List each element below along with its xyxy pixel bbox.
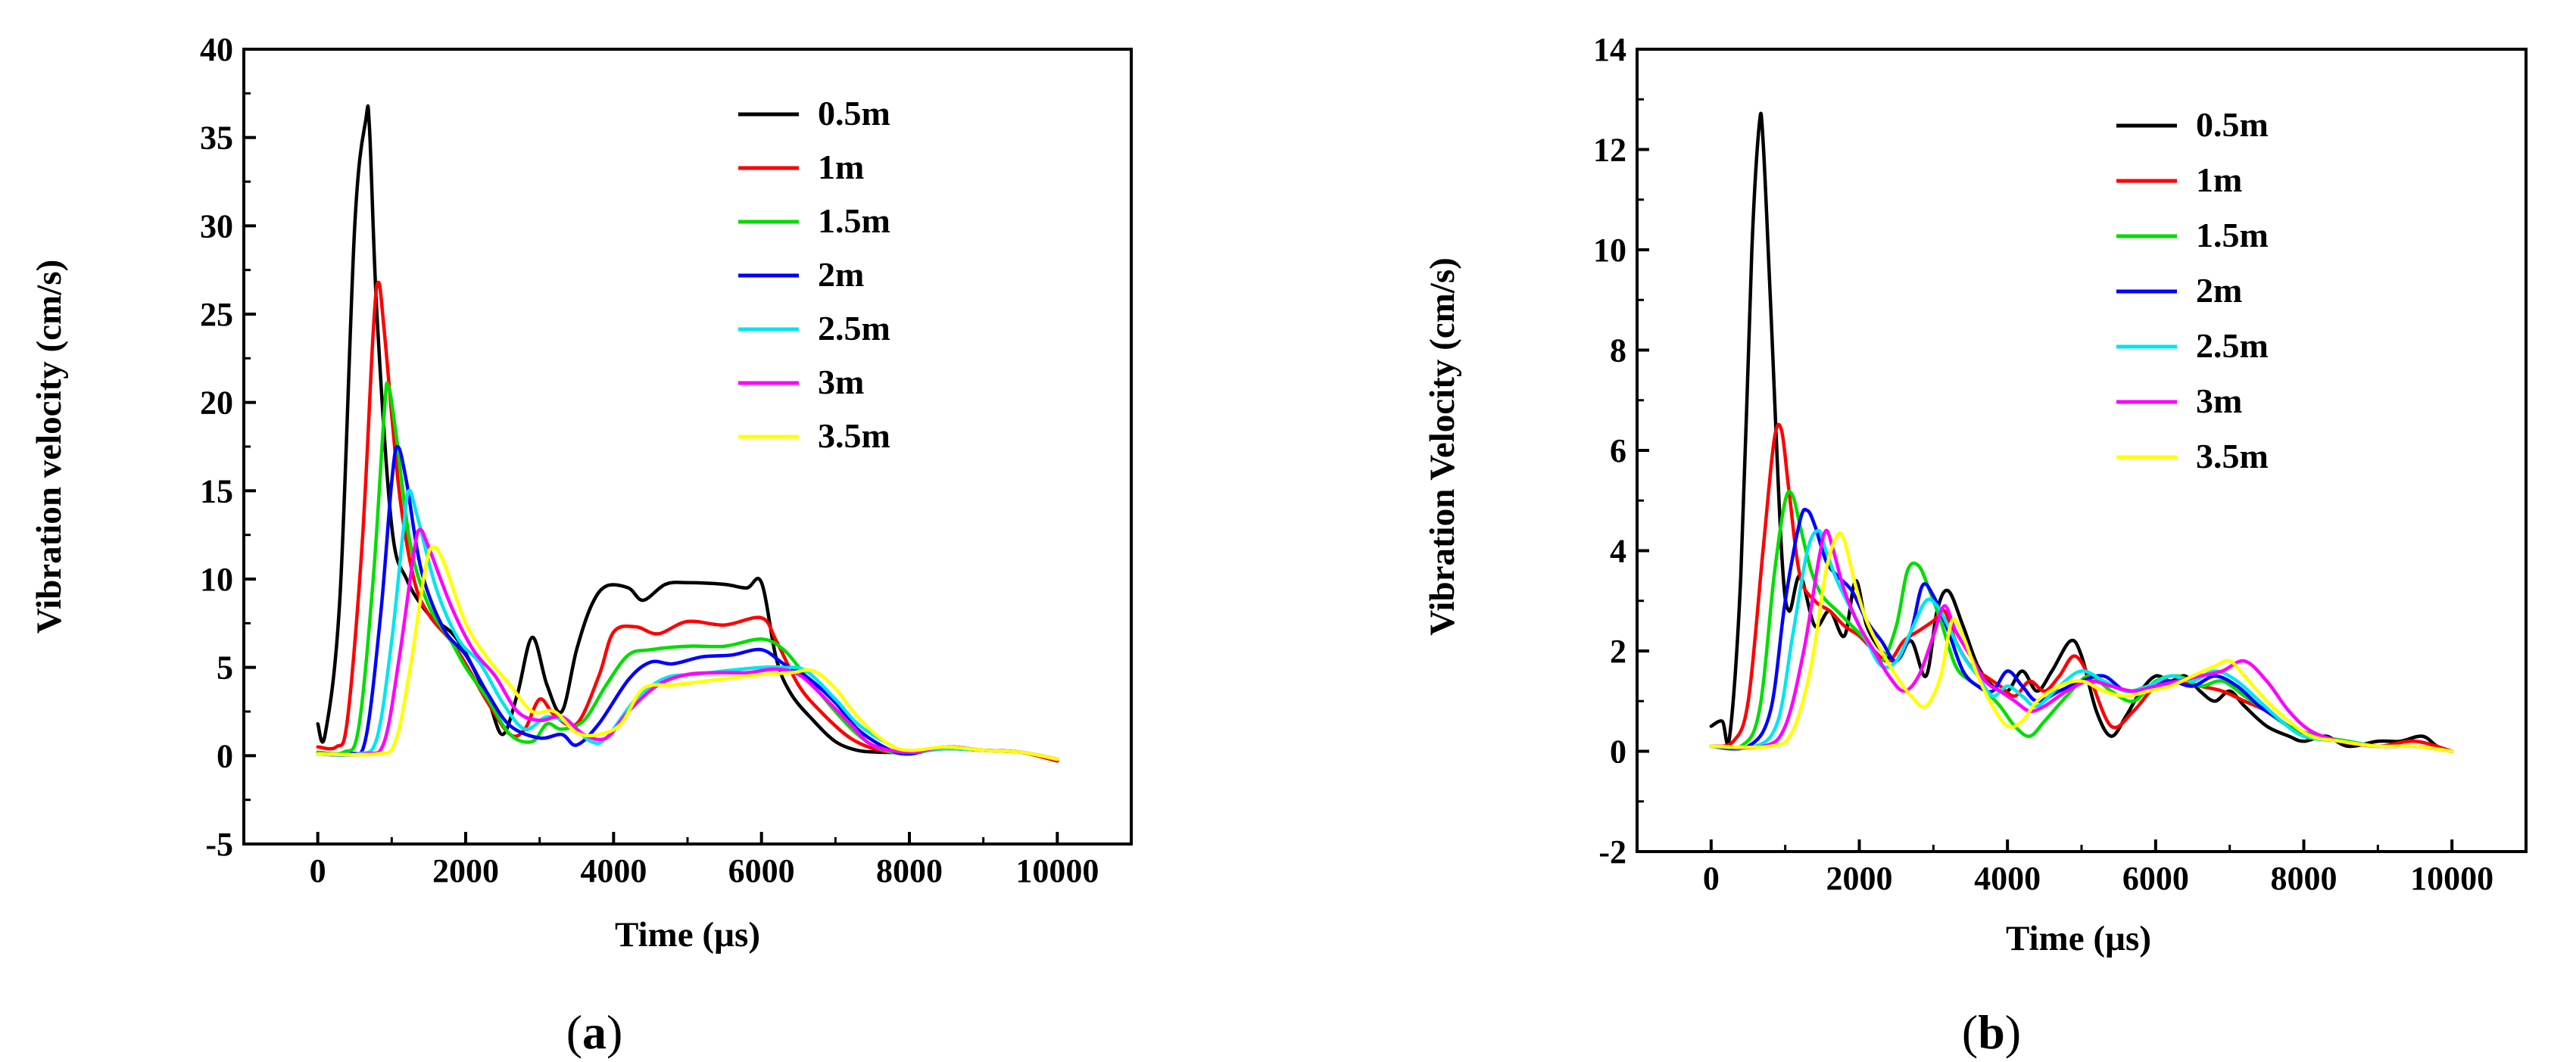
- x-tick-label-b: 8000: [2271, 860, 2337, 897]
- x-tick-label-b: 0: [1703, 860, 1720, 897]
- x-tick-label-a: 4000: [580, 852, 647, 889]
- plot-frame-a: [242, 48, 1133, 846]
- panel-caption-b: (b): [1962, 1005, 2021, 1059]
- x-tick-label-a: 8000: [876, 852, 943, 889]
- x-tick-label-b: 10000: [2410, 860, 2493, 897]
- x-tick-label-a: 2000: [432, 852, 499, 889]
- series-line-a-2m: [316, 444, 1059, 761]
- x-axis-title-b: Time (µs): [2006, 919, 2151, 958]
- series-line-b-3m: [1709, 528, 2454, 753]
- y-tick-label-b: 4: [1610, 533, 1626, 570]
- legend-label-a-3.5m: 3.5m: [818, 416, 890, 455]
- x-tick-label-a: 10000: [1015, 852, 1099, 889]
- x-tick-label-b: 4000: [1974, 860, 2041, 897]
- y-tick-label-a: 10: [200, 561, 233, 598]
- y-tick-label-b: 2: [1610, 633, 1626, 670]
- y-axis-title-b: Vibration Velocity (cm/s): [1423, 257, 1462, 636]
- y-tick-label-a: 25: [200, 296, 233, 333]
- y-tick-label-b: 8: [1610, 332, 1626, 369]
- y-tick-label-a: 5: [217, 649, 233, 687]
- chart-panel-b: 0 2000 4000 6000 8000 10000 -2 0 2 4 6 8 10 12 14 0.5m…: [1423, 31, 2528, 1059]
- legend-label-b-0.5m: 0.5m: [2196, 105, 2269, 144]
- series-line-b-3.5m: [1709, 531, 2454, 753]
- y-tick-label-a: 0: [217, 737, 233, 774]
- y-tick-label-a: 35: [200, 120, 233, 157]
- y-tick-label-a: 30: [200, 207, 233, 244]
- legend-label-a-1m: 1m: [818, 148, 864, 186]
- legend-label-a-2.5m: 2.5m: [818, 309, 890, 347]
- y-tick-label-b: 14: [1593, 31, 1626, 68]
- x-tick-label-b: 2000: [1826, 860, 1893, 897]
- series-line-b-0.5m: [1709, 111, 2454, 753]
- x-axis-title-a: Time (µs): [615, 915, 760, 955]
- y-tick-label-b: 0: [1610, 733, 1626, 771]
- series-line-a-3.5m: [316, 545, 1059, 761]
- y-tick-label-b: 10: [1593, 232, 1626, 269]
- legend-label-b-2m: 2m: [2196, 271, 2242, 310]
- series-line-a-3m: [316, 528, 1059, 761]
- y-axis-title-a: Vibration velocity (cm/s): [30, 260, 69, 634]
- panel-caption-letter-b: b: [1978, 1005, 2005, 1059]
- legend-label-a-0.5m: 0.5m: [818, 94, 890, 132]
- x-tick-label-a: 6000: [728, 852, 795, 889]
- panel-caption-letter-a: a: [582, 1005, 607, 1059]
- y-tick-label-a: 15: [200, 472, 233, 509]
- legend-label-b-2.5m: 2.5m: [2196, 326, 2269, 365]
- x-tick-label-b: 6000: [2122, 860, 2189, 897]
- y-tick-label-a: 40: [200, 31, 233, 68]
- y-tick-label-a: -5: [205, 826, 233, 863]
- legend-label-a-3m: 3m: [818, 363, 864, 401]
- y-tick-label-b: 6: [1610, 432, 1626, 469]
- panel-caption-a: (a): [566, 1005, 623, 1059]
- legend-label-a-2m: 2m: [818, 255, 864, 294]
- y-tick-label-b: -2: [1598, 833, 1626, 870]
- legend-label-a-1.5m: 1.5m: [818, 201, 890, 240]
- plot-frame-b: [1636, 48, 2528, 853]
- legend-label-b-3.5m: 3.5m: [2196, 437, 2269, 475]
- series-line-a-2.5m: [316, 488, 1059, 761]
- y-tick-label-a: 20: [200, 385, 233, 422]
- legend-label-b-1m: 1m: [2196, 160, 2242, 199]
- series-line-a-1.5m: [316, 381, 1059, 761]
- series-line-a-0.5m: [316, 104, 1059, 763]
- series-line-a-1m: [316, 280, 1059, 763]
- x-tick-label-a: 0: [310, 852, 326, 889]
- chart-panel-a: 0 2000 4000 6000 8000 10000 -5 0 5 10 15 20 25 30 35 40…: [30, 31, 1133, 1059]
- y-tick-label-b: 12: [1593, 132, 1626, 169]
- legend-label-b-3m: 3m: [2196, 382, 2242, 420]
- legend-label-b-1.5m: 1.5m: [2196, 216, 2269, 254]
- series-line-b-2.5m: [1709, 528, 2454, 753]
